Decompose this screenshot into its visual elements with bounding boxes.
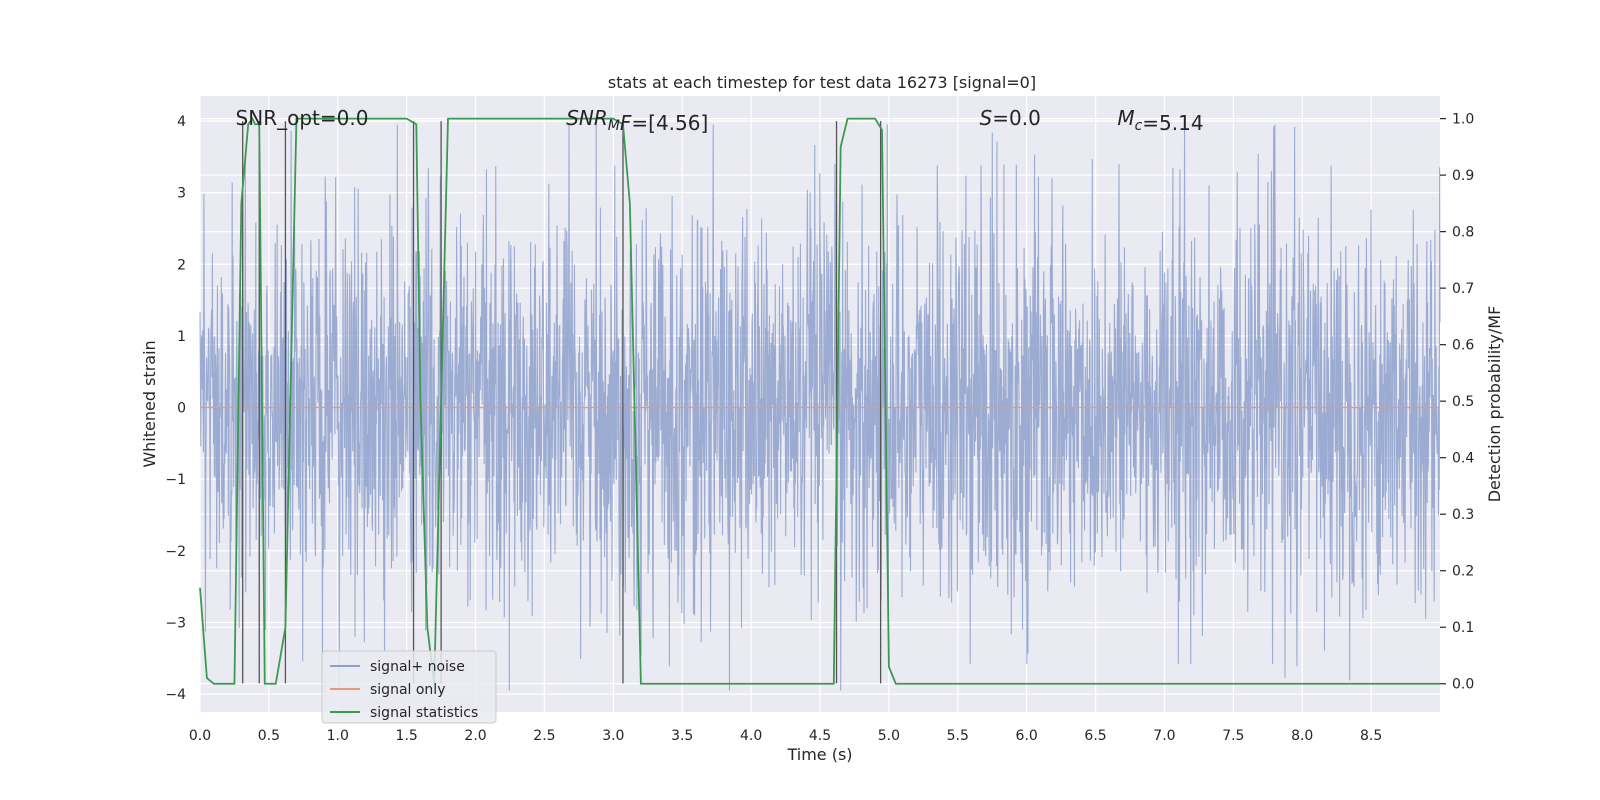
- right-tick-label: 0.4: [1452, 451, 1474, 467]
- right-tick-label: 0.5: [1452, 394, 1474, 410]
- y-tick-label: −1: [165, 472, 186, 488]
- y-tick-label: 2: [177, 257, 186, 273]
- y-axis-ticks: 4 3 2 1 0 −1 −2 −3 −4: [165, 114, 186, 703]
- annotation-text: SNR_opt=0.0: [236, 106, 369, 130]
- right-tick-label: 0.1: [1452, 620, 1474, 636]
- x-tick-label: 4.5: [809, 728, 831, 744]
- right-tick-label: 0.0: [1452, 677, 1474, 693]
- legend-label: signal+ noise: [370, 659, 465, 675]
- right-tick-label: 0.8: [1452, 225, 1474, 241]
- right-tick-label: 0.7: [1452, 281, 1474, 297]
- x-tick-label: 0.0: [189, 728, 211, 744]
- x-tick-label: 7.5: [1222, 728, 1244, 744]
- right-axis-ticks: 1.0 0.9 0.8 0.7 0.6 0.5 0.4 0.3 0.2 0.1 0.0: [1440, 112, 1474, 693]
- y-tick-label: 3: [177, 186, 186, 202]
- x-tick-label: 5.0: [878, 728, 900, 744]
- x-tick-label: 6.5: [1084, 728, 1106, 744]
- right-tick-label: 0.6: [1452, 338, 1474, 354]
- right-tick-label: 1.0: [1452, 112, 1474, 128]
- y-axis-label: Whitened strain: [140, 340, 159, 467]
- annotation-text: Mc=5.14: [1117, 106, 1203, 135]
- legend-label: signal only: [370, 682, 445, 698]
- x-tick-label: 3.0: [602, 728, 624, 744]
- x-axis-label: Time (s): [786, 745, 852, 764]
- annotations: SNR_opt=0.0 SNRMF=[4.56] S=0.0 Mc=5.14: [236, 106, 1204, 135]
- x-tick-label: 2.0: [464, 728, 486, 744]
- x-axis-ticks: 0.0 0.5 1.0 1.5 2.0 2.5 3.0 3.5 4.0 4.5 5.0 5.5 6.0 6…: [189, 728, 1382, 744]
- legend-label: signal statistics: [370, 705, 478, 721]
- right-tick-label: 0.9: [1452, 168, 1474, 184]
- x-tick-label: 2.5: [533, 728, 555, 744]
- legend: signal+ noise signal only signal statistic…: [321, 650, 497, 724]
- y-tick-label: 0: [177, 401, 186, 417]
- x-tick-label: 6.0: [1016, 728, 1038, 744]
- signal-statistics-line: [199, 116, 1440, 685]
- annotation-text: SNRMF=[4.56]: [566, 106, 708, 135]
- legend-box: [321, 650, 497, 724]
- right-tick-label: 0.2: [1452, 564, 1474, 580]
- x-tick-label: 0.5: [258, 728, 280, 744]
- right-tick-label: 0.3: [1452, 507, 1474, 523]
- right-axis-label: Detection probability/MF: [1485, 306, 1504, 503]
- y-tick-label: 1: [177, 329, 186, 345]
- y-tick-label: −4: [165, 687, 186, 703]
- y-tick-label: −3: [165, 615, 186, 631]
- x-tick-label: 8.0: [1291, 728, 1313, 744]
- x-tick-label: 4.0: [740, 728, 762, 744]
- signal-statistics-series: [199, 116, 1440, 685]
- x-tick-label: 1.5: [396, 728, 418, 744]
- chart-title: stats at each timestep for test data 162…: [608, 73, 1036, 92]
- x-tick-label: 3.5: [671, 728, 693, 744]
- x-tick-label: 1.0: [327, 728, 349, 744]
- x-tick-label: 5.5: [947, 728, 969, 744]
- y-tick-label: −2: [165, 544, 186, 560]
- y-tick-label: 4: [177, 114, 186, 130]
- x-tick-label: 7.0: [1153, 728, 1175, 744]
- annotation-text: S=0.0: [980, 106, 1041, 130]
- x-tick-label: 8.5: [1360, 728, 1382, 744]
